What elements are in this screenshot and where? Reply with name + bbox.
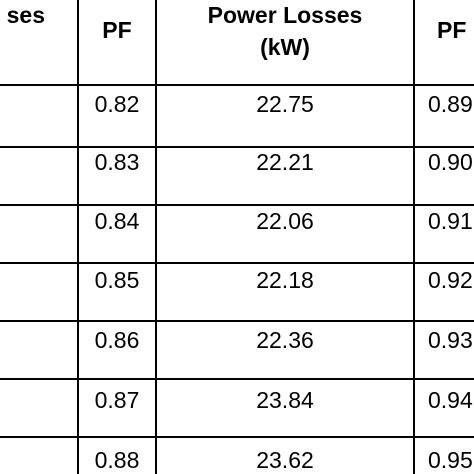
table-cell-losses-value: 22.06 xyxy=(256,207,314,234)
table-cell-losses-value: 23.84 xyxy=(256,386,314,413)
table-cell-pf-partial-value: 0.91 xyxy=(428,207,473,234)
table-cell-pf: 0.84 xyxy=(79,203,155,239)
table-cell-pf: 0.87 xyxy=(79,382,155,418)
table-cell-pf-value: 0.87 xyxy=(94,386,140,413)
table-cell-pf-value: 0.84 xyxy=(94,207,140,234)
table-cell-pf-value: 0.86 xyxy=(94,326,140,353)
header-power-losses-line1: Power Losses xyxy=(207,2,363,28)
table-column-divider xyxy=(77,0,79,474)
table-cell-pf-partial: 0.93 xyxy=(428,322,474,358)
header-power-losses: Power Losses (kW) xyxy=(157,0,413,66)
header-pf-partial-text: PF xyxy=(437,17,467,43)
table-row-divider xyxy=(0,262,474,264)
table-cell-pf: 0.86 xyxy=(79,322,155,358)
header-losses-partial-text: ses xyxy=(6,2,45,28)
table-cell-pf-partial-value: 0.95 xyxy=(428,446,473,473)
table-cell-pf-partial: 0.91 xyxy=(428,203,474,239)
table-cell-losses-value: 22.21 xyxy=(256,148,314,175)
header-pf-text: PF xyxy=(102,17,132,43)
table-cell-losses: 23.62 xyxy=(157,442,413,474)
table-cell-pf-partial-value: 0.93 xyxy=(428,326,473,353)
table-cell-losses: 22.18 xyxy=(157,262,413,298)
table-cell-pf: 0.83 xyxy=(79,144,155,180)
table-cell-pf-partial: 0.92 xyxy=(428,262,474,298)
table-row-divider xyxy=(0,436,474,438)
table-cell-losses-value: 23.62 xyxy=(256,446,314,473)
header-pf: PF xyxy=(79,10,155,50)
header-losses-partial: ses xyxy=(0,0,45,30)
table-cell-pf-value: 0.85 xyxy=(94,266,140,293)
table-row-divider xyxy=(0,204,474,206)
table-cell-pf-partial-value: 0.94 xyxy=(428,386,473,413)
table-cell-losses-value: 22.36 xyxy=(256,326,314,353)
table-cell-pf-value: 0.88 xyxy=(94,446,140,473)
table-cell-losses: 23.84 xyxy=(157,382,413,418)
table-row-divider xyxy=(0,320,474,322)
table-cell-pf: 0.85 xyxy=(79,262,155,298)
table-cell-pf-partial-value: 0.92 xyxy=(428,266,473,293)
table-column-divider xyxy=(155,0,157,474)
header-power-losses-line2: (kW) xyxy=(260,34,310,60)
table-cell-pf-partial-value: 0.89 xyxy=(428,90,473,117)
table-row-divider xyxy=(0,84,474,86)
table-row-divider xyxy=(0,146,474,148)
table-column-divider xyxy=(413,0,415,474)
header-pf-partial: PF xyxy=(437,10,474,50)
table-cell-pf-partial: 0.94 xyxy=(428,382,474,418)
table-cell-pf: 0.82 xyxy=(79,86,155,122)
table-cell-pf-value: 0.83 xyxy=(94,148,140,175)
table-cell-losses: 22.21 xyxy=(157,144,413,180)
table-cell-pf-partial: 0.95 xyxy=(428,442,474,474)
table-row-divider xyxy=(0,378,474,380)
table-cell-losses-value: 22.75 xyxy=(256,90,314,117)
table-cell-pf-partial: 0.89 xyxy=(428,86,474,122)
table-cell-pf-value: 0.82 xyxy=(94,90,140,117)
table-cell-pf: 0.88 xyxy=(79,442,155,474)
table-cell-losses: 22.06 xyxy=(157,203,413,239)
table-cell-pf-partial: 0.90 xyxy=(428,144,474,180)
table-cell-losses-value: 22.18 xyxy=(256,266,314,293)
table-cell-losses: 22.36 xyxy=(157,322,413,358)
table-cell-losses: 22.75 xyxy=(157,86,413,122)
table-cell-pf-partial-value: 0.90 xyxy=(428,148,473,175)
